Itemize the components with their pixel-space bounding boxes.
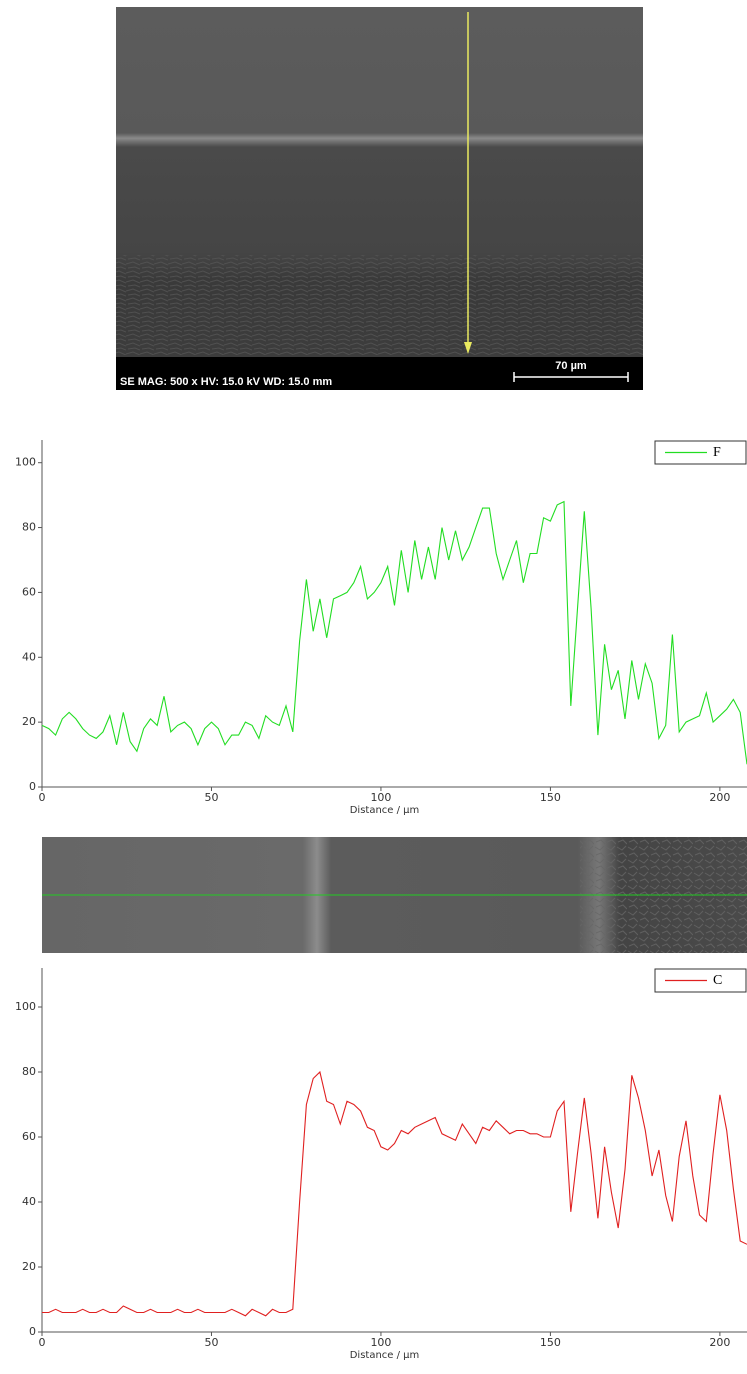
x-tick-label: 100 bbox=[370, 1336, 391, 1349]
y-tick-label: 80 bbox=[22, 1065, 36, 1078]
y-tick-label: 60 bbox=[22, 1130, 36, 1143]
sem-texture bbox=[116, 255, 643, 355]
y-tick-label: 0 bbox=[29, 1325, 36, 1338]
x-tick-label: 50 bbox=[204, 791, 218, 804]
y-tick-label: 20 bbox=[22, 715, 36, 728]
x-tick-label: 200 bbox=[709, 1336, 730, 1349]
sem-image: SE MAG: 500 x HV: 15.0 kV WD: 15.0 mm 70… bbox=[116, 7, 643, 390]
x-tick-label: 200 bbox=[709, 791, 730, 804]
figure: SE MAG: 500 x HV: 15.0 kV WD: 15.0 mm 70… bbox=[0, 0, 747, 1374]
x-axis-label: Distance / µm bbox=[350, 1350, 420, 1361]
data-line bbox=[42, 1072, 747, 1316]
y-tick-label: 40 bbox=[22, 1195, 36, 1208]
page: {"sem_image": {"info": "SE MAG: 500 x HV… bbox=[0, 0, 747, 1374]
x-tick-label: 150 bbox=[540, 1336, 561, 1349]
legend-label: C bbox=[713, 973, 722, 988]
legend-label: F bbox=[713, 445, 721, 460]
x-tick-label: 0 bbox=[39, 1336, 46, 1349]
data-line bbox=[42, 502, 747, 765]
x-tick-label: 0 bbox=[39, 791, 46, 804]
y-tick-label: 20 bbox=[22, 1260, 36, 1273]
y-tick-label: 0 bbox=[29, 780, 36, 793]
sem-info: SE MAG: 500 x HV: 15.0 kV WD: 15.0 mm bbox=[120, 376, 332, 388]
line-strip bbox=[42, 837, 747, 953]
x-tick-label: 50 bbox=[204, 1336, 218, 1349]
x-axis-label: Distance / µm bbox=[350, 805, 420, 816]
y-tick-label: 100 bbox=[15, 1000, 36, 1013]
y-tick-label: 40 bbox=[22, 650, 36, 663]
y-tick-label: 100 bbox=[15, 456, 36, 469]
x-tick-label: 150 bbox=[540, 791, 561, 804]
scale-bar-label: 70 µm bbox=[555, 360, 587, 372]
y-tick-label: 80 bbox=[22, 521, 36, 534]
y-tick-label: 60 bbox=[22, 585, 36, 598]
x-tick-label: 100 bbox=[370, 791, 391, 804]
